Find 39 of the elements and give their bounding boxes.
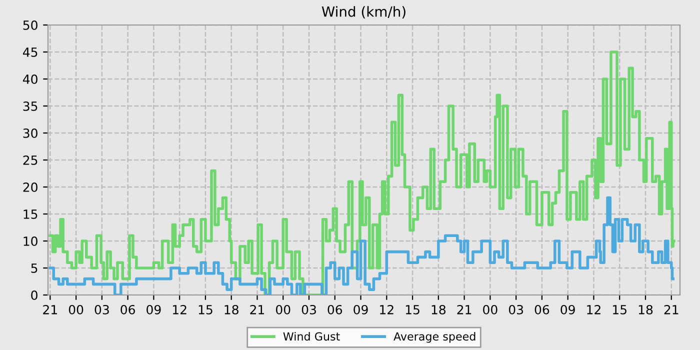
y-tick-label: 10: [24, 236, 38, 246]
x-tick-label: 12: [380, 304, 394, 314]
x-tick-label: 09: [560, 304, 575, 314]
x-tick-label: 06: [534, 304, 550, 314]
x-tick-label: 21: [250, 304, 264, 314]
y-tick-label: 30: [23, 128, 38, 138]
x-tick-label: 18: [432, 304, 446, 314]
y-tick-label: 50: [23, 20, 38, 30]
y-tick-label: 35: [23, 101, 38, 111]
x-tick-label: 15: [613, 305, 626, 314]
x-tick-label: 21: [664, 304, 678, 314]
y-tick-label: 45: [22, 48, 38, 57]
chart-title: Wind (km/h): [322, 6, 406, 18]
y-tick-label: 0: [31, 290, 38, 300]
y-tick-label: 25: [23, 155, 38, 165]
legend-label: Wind Gust: [283, 332, 340, 341]
x-tick-label: 21: [43, 304, 57, 314]
x-tick-label: 03: [302, 304, 316, 314]
x-tick-label: 00: [483, 304, 498, 314]
x-tick-label: 15: [406, 305, 420, 314]
x-tick-label: 12: [587, 304, 600, 314]
legend-label: Average speed: [394, 332, 476, 343]
x-tick-label: 03: [508, 304, 524, 314]
y-tick-label: 15: [24, 210, 38, 219]
x-tick-label: 18: [638, 304, 653, 314]
x-tick-label: 15: [198, 305, 212, 314]
x-tick-label: 18: [224, 304, 238, 314]
y-tick-label: 20: [23, 182, 38, 192]
x-tick-label: 06: [328, 304, 342, 314]
x-tick-label: 00: [276, 304, 290, 314]
x-tick-label: 21: [457, 304, 472, 314]
x-tick-label: 09: [146, 304, 161, 314]
x-tick-label: 03: [94, 304, 109, 314]
y-tick-label: 40: [22, 74, 38, 84]
y-tick-label: 5: [31, 264, 38, 273]
x-tick-label: 12: [172, 304, 186, 314]
x-tick-label: 06: [120, 304, 135, 314]
x-tick-label: 00: [68, 304, 84, 314]
x-tick-label: 09: [354, 304, 368, 314]
